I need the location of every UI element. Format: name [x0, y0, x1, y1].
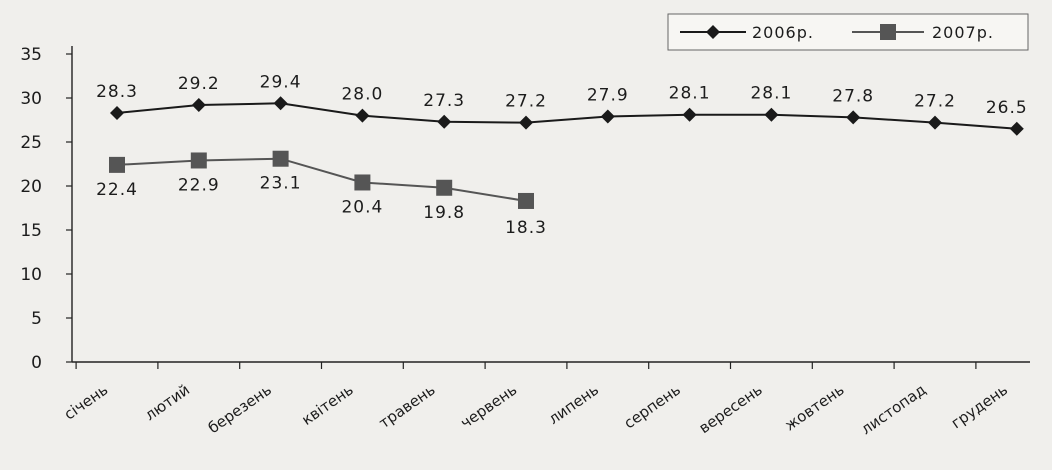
x-tick-label: вересень: [696, 381, 766, 438]
y-tick-label: 20: [20, 177, 42, 197]
data-labels: 28.3 29.2 29.4 28.0 27.3 27.2 27.9 28.1 28.1 27.8…: [96, 72, 1028, 238]
data-label: 22.4: [96, 180, 138, 200]
data-label: 28.3: [96, 82, 138, 102]
data-point: [437, 114, 452, 129]
legend-label: 2007р.: [932, 23, 994, 42]
data-label: 23.1: [260, 174, 302, 194]
data-label: 20.4: [341, 197, 383, 217]
data-label: 27.8: [832, 86, 874, 106]
data-point: [1009, 121, 1024, 136]
data-label: 28.1: [669, 84, 711, 104]
data-label: 28.0: [341, 85, 383, 105]
series-lines: [116, 102, 1017, 202]
data-label: 27.9: [587, 85, 629, 105]
x-tick-label: лютий: [141, 381, 193, 425]
series-markers: [109, 96, 1024, 209]
data-point: [110, 105, 124, 120]
y-tick-label: 0: [31, 353, 42, 373]
data-label: 27.2: [505, 92, 547, 112]
legend-label: 2006р.: [752, 23, 814, 42]
x-tick-label: травень: [376, 381, 439, 433]
legend-marker: [880, 24, 896, 40]
x-tick-label: грудень: [948, 381, 1011, 433]
series-line: [116, 157, 527, 202]
x-tick-label: січень: [61, 381, 112, 424]
data-point: [272, 150, 289, 167]
y-tick-label: 25: [20, 133, 42, 153]
data-point: [846, 110, 861, 125]
data-label: 29.4: [260, 72, 302, 92]
x-tick-label: серпень: [621, 381, 684, 433]
data-point: [191, 98, 206, 113]
data-label: 29.2: [178, 74, 220, 94]
x-tick-label: березень: [205, 381, 275, 438]
x-tick-label: листопад: [858, 381, 930, 439]
y-tick-label: 10: [20, 265, 42, 285]
x-tick-label: жовтень: [781, 381, 847, 435]
legend: 2006р. 2007р.: [667, 13, 1029, 51]
data-label: 26.5: [986, 98, 1028, 118]
y-tick-label: 30: [20, 89, 42, 109]
data-label: 28.1: [750, 84, 792, 104]
data-point: [109, 156, 125, 173]
data-label: 19.8: [423, 203, 465, 223]
data-point: [764, 107, 779, 122]
x-tick-label: квітень: [298, 381, 356, 429]
data-point: [928, 115, 942, 130]
y-tick-label: 5: [31, 309, 42, 329]
x-tick-label: червень: [457, 381, 520, 433]
data-point: [518, 192, 534, 209]
data-point: [436, 179, 453, 196]
data-point: [273, 96, 288, 111]
y-tick-label: 15: [20, 221, 42, 241]
data-point: [600, 109, 615, 124]
legend-marker: [706, 25, 720, 39]
data-point: [519, 115, 533, 130]
data-label: 22.9: [178, 175, 220, 195]
series-line: [116, 102, 1017, 130]
data-point: [682, 107, 697, 122]
x-tick-label: липень: [545, 381, 602, 428]
y-tick-label: 35: [20, 45, 42, 65]
data-label: 27.2: [914, 92, 956, 112]
data-point: [355, 108, 370, 123]
data-label: 18.3: [505, 218, 547, 238]
data-point: [354, 174, 371, 191]
data-point: [190, 152, 207, 169]
data-label: 27.3: [423, 91, 465, 111]
